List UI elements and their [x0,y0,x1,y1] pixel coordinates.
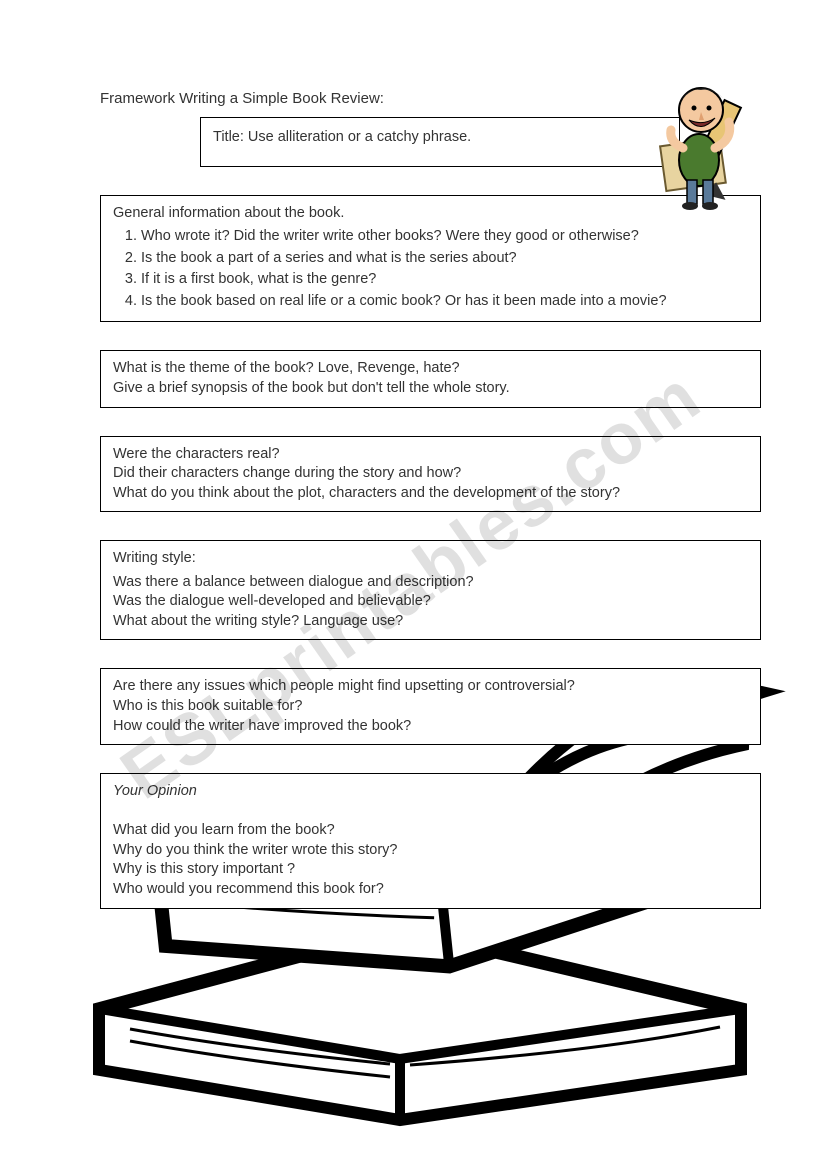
writer-clipart-icon [651,70,781,210]
box-line: Give a brief synopsis of the book but do… [113,379,748,399]
box-line: Why do you think the writer wrote this s… [113,841,748,861]
box-line: Was the dialogue well-developed and beli… [113,592,748,612]
box-line: Are there any issues which people might … [113,677,748,697]
theme-box: What is the theme of the book? Love, Rev… [100,350,761,407]
opinion-box: Your Opinion What did you learn from the… [100,773,761,908]
general-info-box: General information about the book. Who … [100,195,761,323]
worksheet-page: ESLprintables.com [0,0,821,1169]
list-item: Who wrote it? Did the writer write other… [141,227,748,247]
opinion-label: Your Opinion [113,782,748,802]
title-instruction-text: Title: Use alliteration or a catchy phra… [213,129,471,145]
box-line: Who would you recommend this book for? [113,880,748,900]
box-line: Who is this book suitable for? [113,697,748,717]
characters-box: Were the characters real? Did their char… [100,436,761,513]
box-line: Did their characters change during the s… [113,464,748,484]
list-item: Is the book based on real life or a comi… [141,292,748,312]
list-item: Is the book a part of a series and what … [141,249,748,269]
box-line: What did you learn from the book? [113,821,748,841]
box-line: What is the theme of the book? Love, Rev… [113,359,748,379]
box-line: Why is this story important ? [113,860,748,880]
box-line: What about the writing style? Language u… [113,612,748,632]
box-line: What do you think about the plot, charac… [113,484,748,504]
writing-style-label: Writing style: [113,549,748,569]
box-line: Were the characters real? [113,445,748,465]
general-info-list: Who wrote it? Did the writer write other… [113,227,748,311]
title-instruction-box: Title: Use alliteration or a catchy phra… [200,117,680,167]
list-item: If it is a first book, what is the genre… [141,270,748,290]
writing-style-box: Writing style: Was there a balance betwe… [100,540,761,640]
box-line: Was there a balance between dialogue and… [113,573,748,593]
box-line: How could the writer have improved the b… [113,717,748,737]
issues-box: Are there any issues which people might … [100,668,761,745]
